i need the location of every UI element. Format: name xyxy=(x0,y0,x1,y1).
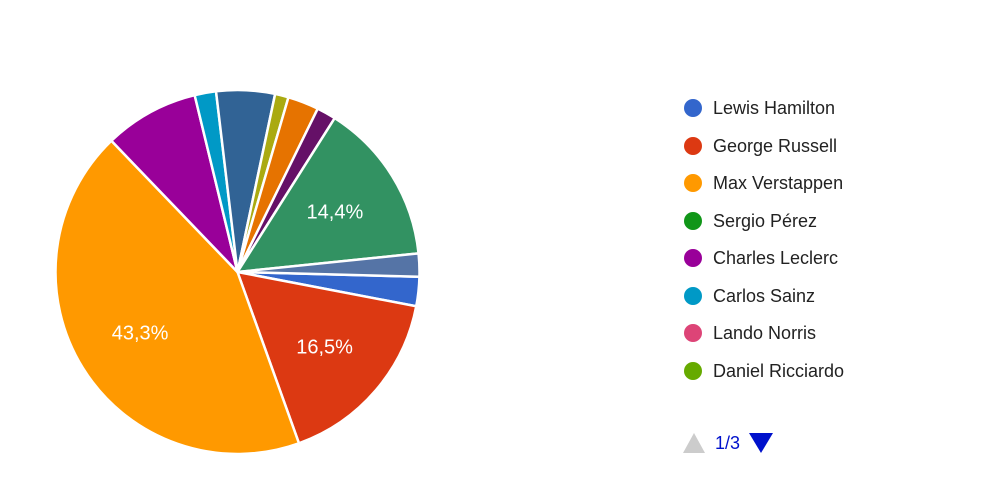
legend-item-label: Sergio Pérez xyxy=(713,210,818,231)
pie-slice-max-verstappen[interactable] xyxy=(54,139,301,456)
legend-item-label: Charles Leclerc xyxy=(713,248,839,268)
legend-prev-button[interactable] xyxy=(683,433,705,453)
legend-item-charles-leclerc[interactable]: Charles Leclerc xyxy=(684,249,844,267)
legend-item-daniel-ricciardo[interactable]: Daniel Ricciardo xyxy=(684,360,845,381)
legend-color-swatch xyxy=(684,286,702,305)
legend-color-swatch xyxy=(684,136,702,155)
legend-item-label: Lando Norris xyxy=(713,323,817,343)
legend-color-swatch xyxy=(684,249,702,267)
pie-slice-charles-leclerc[interactable] xyxy=(110,93,239,274)
legend-color-swatch xyxy=(684,361,702,380)
legend-item-lewis-hamilton[interactable]: Lewis Hamilton xyxy=(684,99,844,117)
pie-slice-george-russell[interactable] xyxy=(236,270,418,445)
pie-slice-10[interactable] xyxy=(236,252,421,279)
legend-color-swatch xyxy=(684,324,702,342)
pie-slice-9[interactable] xyxy=(236,116,420,274)
legend-item-george-russell[interactable]: George Russell xyxy=(684,135,844,156)
legend-item-max-verstappen[interactable]: Max Verstappen xyxy=(684,174,844,192)
legend-pagination: 1/3 xyxy=(683,433,774,453)
slice-label: 16,5% xyxy=(296,337,353,359)
legend-item-label: George Russell xyxy=(713,135,838,156)
legend-color-swatch xyxy=(684,174,702,192)
legend-item-label: Daniel Ricciardo xyxy=(713,360,845,381)
legend-item-label: Lewis Hamilton xyxy=(713,98,836,118)
slice-label: 14,4% xyxy=(307,202,364,224)
legend-color-swatch xyxy=(684,211,702,230)
legend-next-button[interactable] xyxy=(749,433,774,453)
legend-item-label: Carlos Sainz xyxy=(713,285,816,306)
legend-item-lando-norris[interactable]: Lando Norris xyxy=(684,324,844,342)
legend-item-label: Max Verstappen xyxy=(713,173,844,193)
legend: Lewis Hamilton George Russell Max Verstapp… xyxy=(684,99,844,399)
legend-color-swatch xyxy=(684,99,702,117)
legend-item-sergio-p-rez[interactable]: Sergio Pérez xyxy=(684,210,844,231)
legend-page-indicator: 1/3 xyxy=(715,433,741,453)
slice-label: 43,3% xyxy=(112,322,169,344)
legend-item-carlos-sainz[interactable]: Carlos Sainz xyxy=(684,285,844,306)
